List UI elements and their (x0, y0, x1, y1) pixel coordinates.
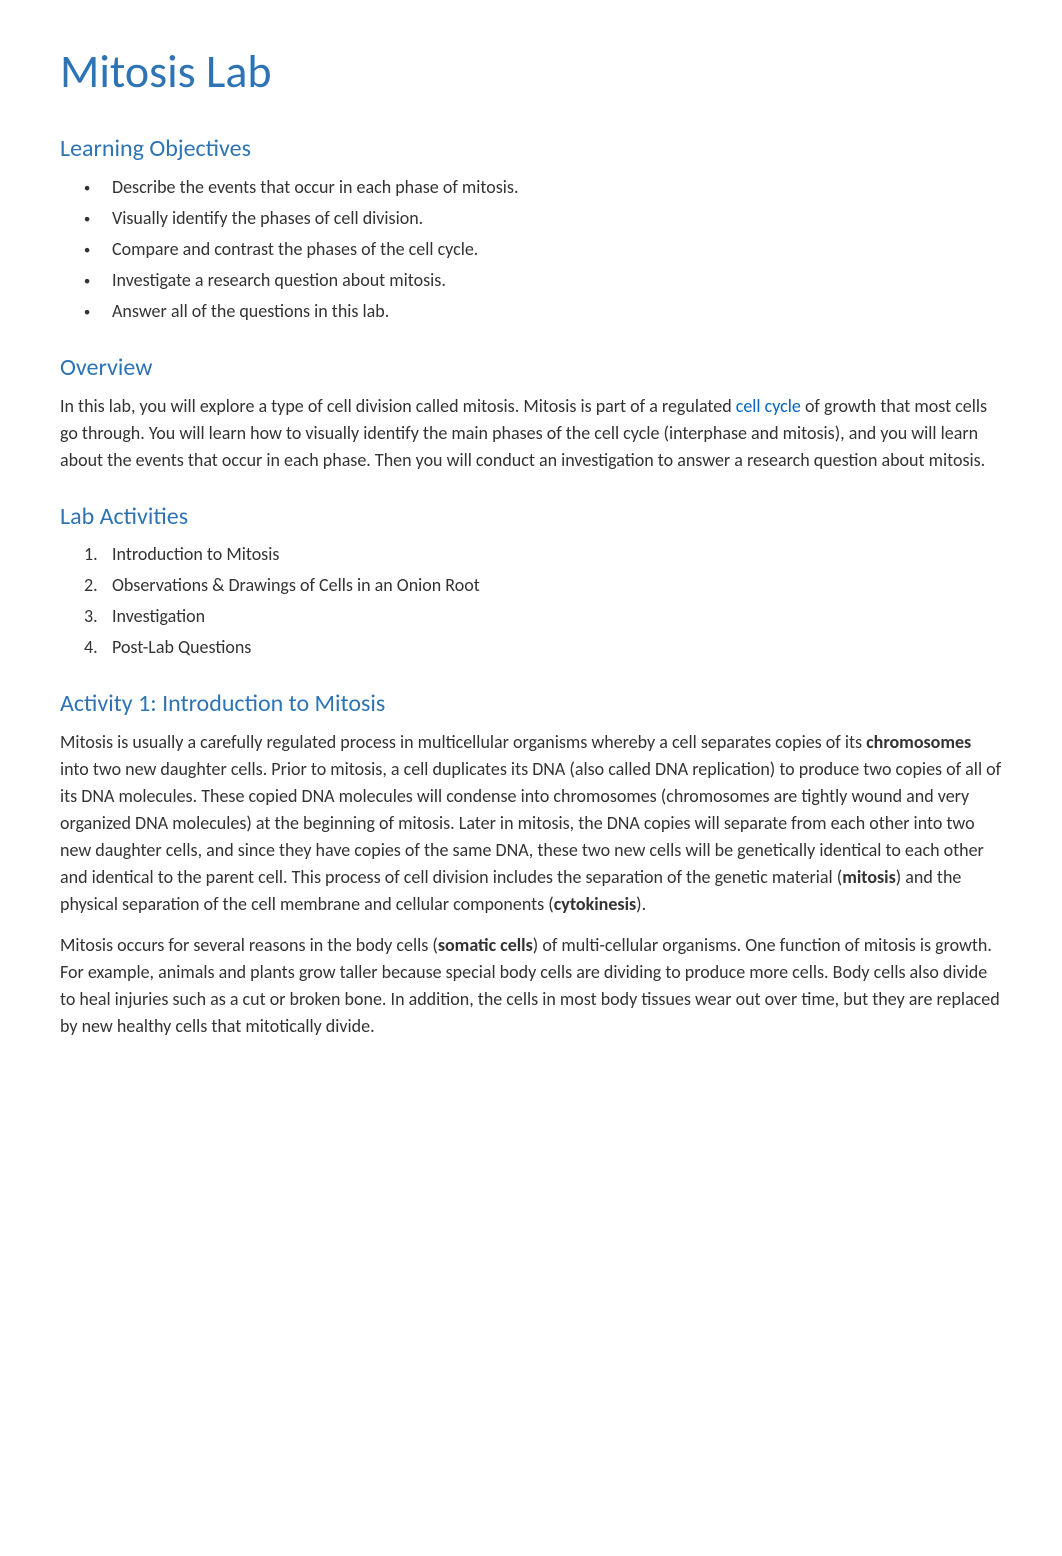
para1-text: ). (636, 893, 646, 915)
activity1-section: Activity 1: Introduction to Mitosis Mito… (60, 687, 1002, 1040)
page-title: Mitosis Lab (60, 40, 1002, 104)
list-item: Introduction to Mitosis (112, 541, 1002, 568)
activity1-paragraph1: Mitosis is usually a carefully regulated… (60, 729, 1002, 918)
list-item: Compare and contrast the phases of the c… (112, 236, 1002, 263)
somatic-cells-bold: somatic cells (438, 934, 533, 956)
learning-objectives-section: Learning Objectives Describe the events … (60, 132, 1002, 325)
mitosis-bold: mitosis (842, 866, 896, 888)
list-item: Observations & Drawings of Cells in an O… (112, 572, 1002, 599)
list-item: Investigation (112, 603, 1002, 630)
activities-list: Introduction to Mitosis Observations & D… (60, 541, 1002, 661)
overview-section: Overview In this lab, you will explore a… (60, 351, 1002, 474)
objectives-list: Describe the events that occur in each p… (60, 174, 1002, 325)
cell-cycle-link[interactable]: cell cycle (736, 395, 801, 417)
para2-text: Mitosis occurs for several reasons in th… (60, 934, 438, 956)
overview-heading: Overview (60, 351, 1002, 385)
list-item: Describe the events that occur in each p… (112, 174, 1002, 201)
list-item: Answer all of the questions in this lab. (112, 298, 1002, 325)
chromosomes-bold: chromosomes (866, 731, 971, 753)
activity1-heading: Activity 1: Introduction to Mitosis (60, 687, 1002, 721)
overview-paragraph: In this lab, you will explore a type of … (60, 393, 1002, 474)
para1-text: Mitosis is usually a carefully regulated… (60, 731, 866, 753)
lab-activities-section: Lab Activities Introduction to Mitosis O… (60, 500, 1002, 662)
list-item: Post-Lab Questions (112, 634, 1002, 661)
list-item: Investigate a research question about mi… (112, 267, 1002, 294)
activities-heading: Lab Activities (60, 500, 1002, 534)
overview-text-before: In this lab, you will explore a type of … (60, 395, 736, 417)
activity1-paragraph2: Mitosis occurs for several reasons in th… (60, 932, 1002, 1040)
objectives-heading: Learning Objectives (60, 132, 1002, 166)
list-item: Visually identify the phases of cell div… (112, 205, 1002, 232)
cytokinesis-bold: cytokinesis (554, 893, 636, 915)
